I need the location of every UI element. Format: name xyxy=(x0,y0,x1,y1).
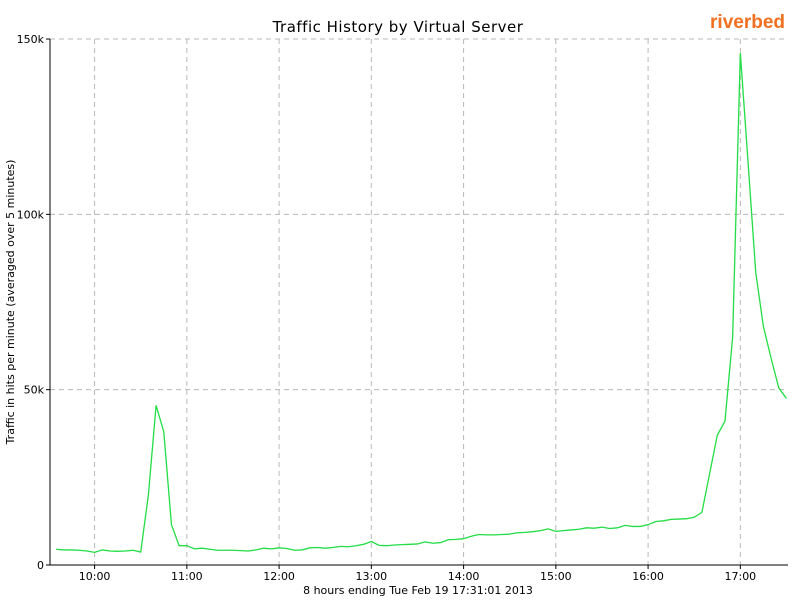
y-axis-label: Traffic in hits per minute (averaged ove… xyxy=(4,160,17,446)
y-tick-label: 0 xyxy=(37,559,44,572)
x-tick-label: 14:00 xyxy=(448,570,480,583)
x-axis-label: 8 hours ending Tue Feb 19 17:31:01 2013 xyxy=(303,584,533,597)
x-tick-label: 17:00 xyxy=(724,570,756,583)
x-tick-label: 13:00 xyxy=(355,570,387,583)
traffic-line xyxy=(56,52,787,554)
chart-title: Traffic History by Virtual Server xyxy=(272,18,524,36)
y-tick-label: 50k xyxy=(24,384,45,397)
x-tick-label: 15:00 xyxy=(540,570,572,583)
y-tick-label: 100k xyxy=(17,208,45,221)
x-tick-label: 11:00 xyxy=(171,570,203,583)
x-tick-label: 10:00 xyxy=(79,570,111,583)
y-tick-label: 150k xyxy=(17,33,45,46)
x-tick-label: 16:00 xyxy=(632,570,664,583)
x-tick-label: 12:00 xyxy=(263,570,295,583)
logo: riverbed xyxy=(710,12,785,33)
